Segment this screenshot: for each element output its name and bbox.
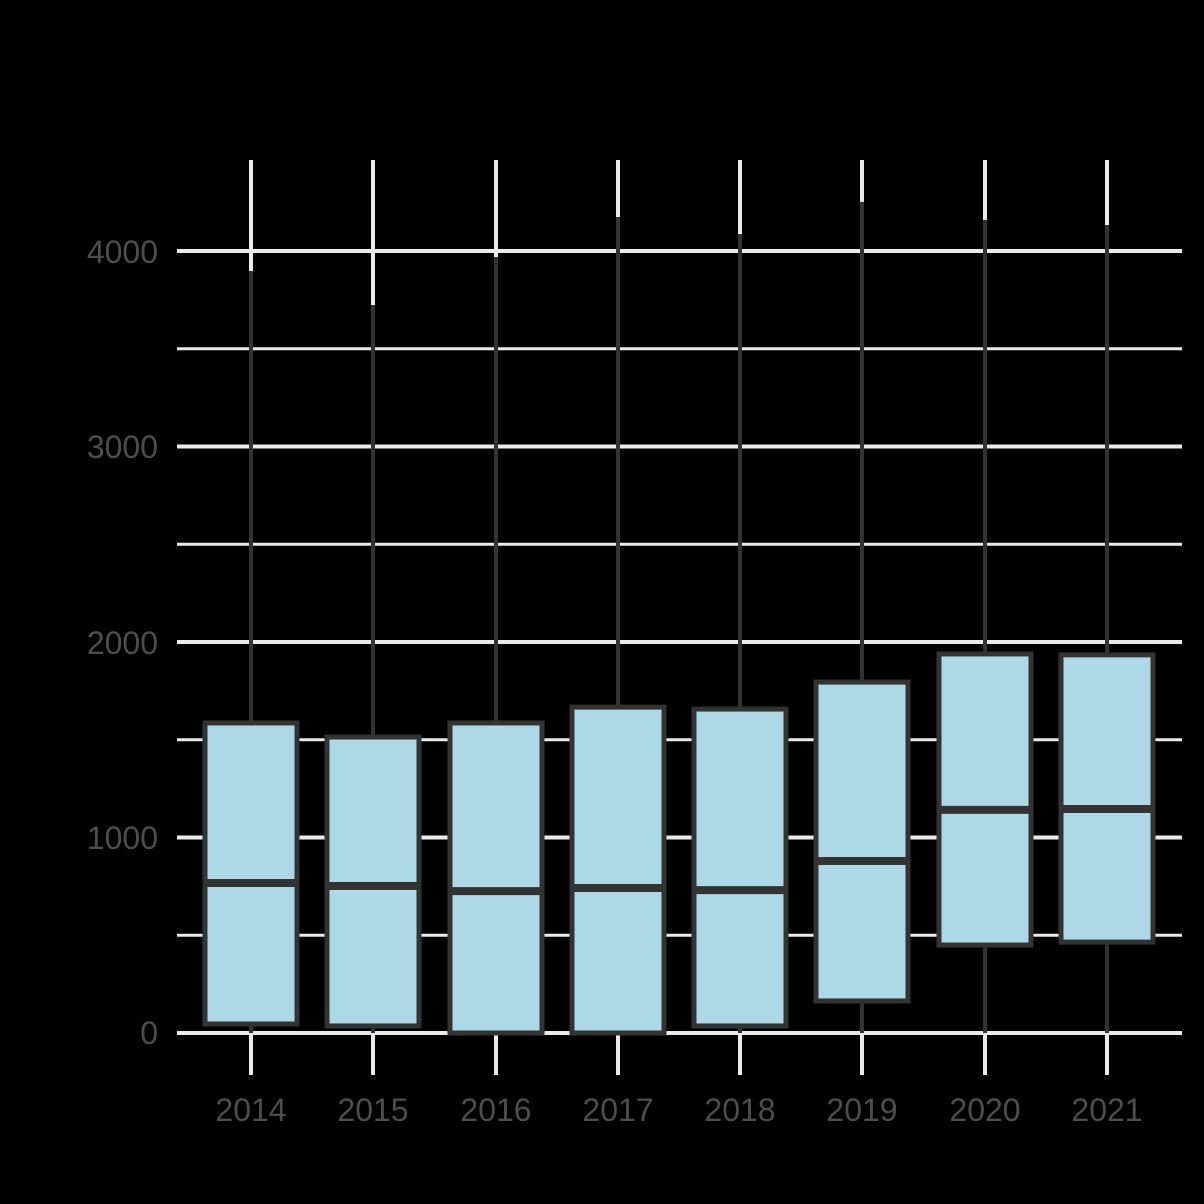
iqr-box bbox=[202, 720, 300, 1027]
y-tick-label: 2000 bbox=[87, 625, 158, 661]
box-2021 bbox=[1058, 224, 1156, 1033]
y-tick-label: 0 bbox=[140, 1015, 158, 1051]
x-tick-label: 2020 bbox=[949, 1092, 1020, 1128]
iqr-box bbox=[1058, 652, 1156, 945]
y-tick-label: 1000 bbox=[87, 820, 158, 856]
x-tick-label: 2015 bbox=[337, 1092, 408, 1128]
box-2014 bbox=[202, 270, 300, 1033]
iqr-box bbox=[936, 651, 1034, 948]
box-2017 bbox=[569, 216, 667, 1036]
y-tick-label: 3000 bbox=[87, 429, 158, 465]
x-axis: 2014 2015 2016 2017 2018 2019 2020 2021 bbox=[215, 1092, 1142, 1128]
box-2015 bbox=[324, 304, 422, 1033]
box-2019 bbox=[813, 201, 911, 1033]
iqr-box bbox=[447, 720, 545, 1036]
x-tick-label: 2017 bbox=[582, 1092, 653, 1128]
box-2016 bbox=[447, 257, 545, 1036]
boxes bbox=[202, 201, 1156, 1036]
y-tick-label: 4000 bbox=[87, 234, 158, 270]
iqr-box bbox=[691, 706, 789, 1029]
x-tick-label: 2016 bbox=[460, 1092, 531, 1128]
box-2018 bbox=[691, 233, 789, 1033]
x-tick-label: 2019 bbox=[826, 1092, 897, 1128]
x-tick-label: 2021 bbox=[1071, 1092, 1142, 1128]
y-axis: 0 1000 2000 3000 4000 bbox=[87, 234, 158, 1051]
iqr-box bbox=[324, 734, 422, 1029]
box-2020 bbox=[936, 219, 1034, 1033]
x-tick-label: 2018 bbox=[704, 1092, 775, 1128]
x-tick-label: 2014 bbox=[215, 1092, 286, 1128]
iqr-box bbox=[813, 679, 911, 1004]
iqr-box bbox=[569, 704, 667, 1036]
